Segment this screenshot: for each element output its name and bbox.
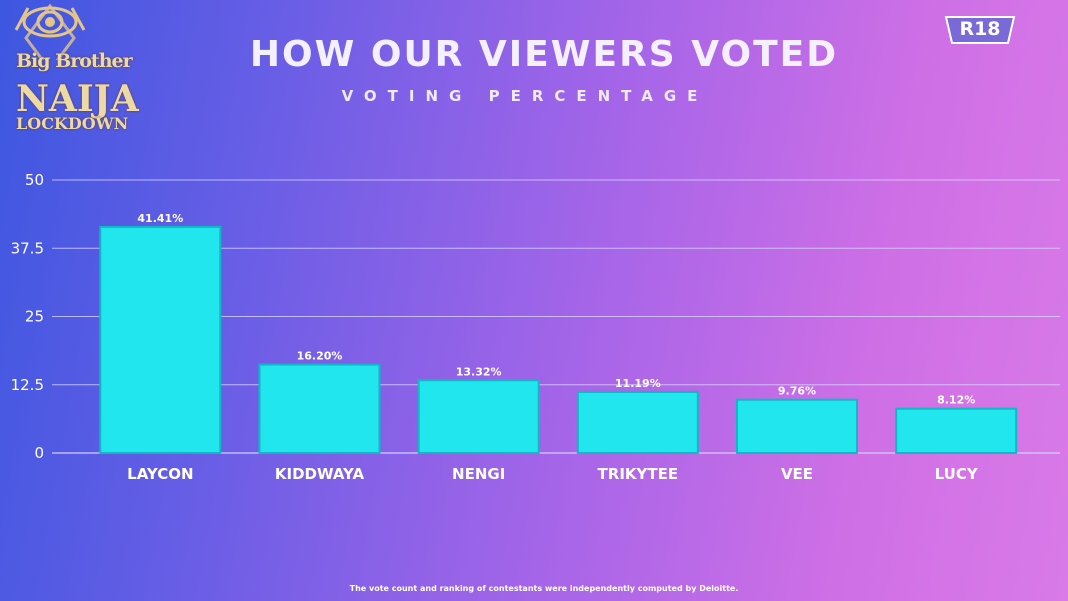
rating-badge-shape	[944, 16, 1016, 44]
footnote: The vote count and ranking of contestant…	[349, 584, 739, 593]
data-label: 8.12%	[937, 394, 975, 407]
big-brother-naija-logo: Big Brother NAIJA LOCKDOWN	[8, 0, 139, 140]
bar	[417, 379, 540, 454]
chart-title: HOW OUR VIEWERS VOTED	[249, 34, 839, 75]
data-label: 13.32%	[456, 365, 502, 378]
age-rating-badge: R18	[944, 15, 1016, 45]
logo-text-line3: LOCKDOWN	[16, 114, 129, 133]
category-label: TRIKYTEE	[598, 465, 679, 483]
y-tick-label: 12.5	[11, 376, 44, 394]
bar	[258, 363, 381, 455]
bar	[99, 225, 222, 454]
rating-badge-text: R18	[959, 18, 1001, 40]
category-label: LAYCON	[127, 465, 193, 483]
logo-text-line1: Big Brother	[16, 50, 133, 72]
data-label: 16.20%	[297, 350, 343, 363]
category-label: NENGI	[452, 465, 505, 483]
y-tick-label: 0	[34, 444, 44, 462]
bar	[576, 390, 699, 454]
y-tick-label: 50	[25, 171, 44, 189]
bar	[736, 398, 858, 454]
data-label: 41.41%	[137, 212, 183, 225]
y-tick-label: 37.5	[11, 239, 44, 257]
eye-emblem-icon	[14, 3, 86, 60]
data-label: 11.19%	[615, 377, 661, 390]
category-label: VEE	[781, 465, 813, 483]
data-label: 9.76%	[778, 385, 816, 398]
y-tick-label: 25	[25, 308, 44, 326]
logo-text-line2: NAIJA	[16, 78, 139, 120]
category-label: LUCY	[935, 465, 979, 483]
bar	[895, 407, 1018, 454]
category-label: KIDDWAYA	[275, 465, 365, 483]
chart-subtitle: VOTING PERCENTAGE	[341, 87, 709, 105]
